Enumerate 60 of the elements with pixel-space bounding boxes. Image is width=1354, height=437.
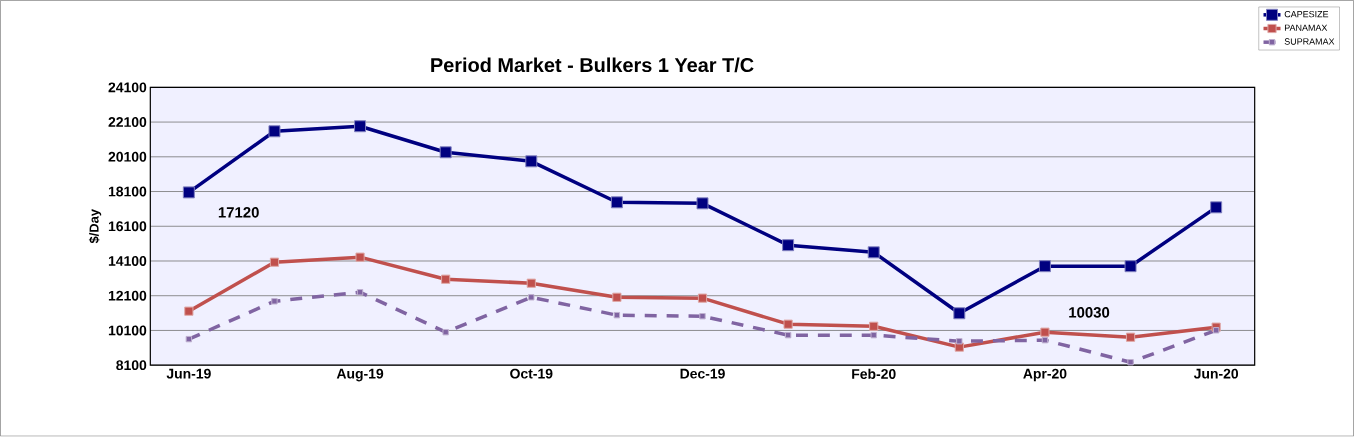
point xyxy=(1210,201,1223,214)
x-tick-label: Oct-19 xyxy=(510,368,553,379)
point xyxy=(1040,327,1050,338)
y-axis-title: $/Day xyxy=(88,209,102,244)
point xyxy=(526,278,536,289)
point xyxy=(1212,327,1220,334)
point xyxy=(696,197,709,210)
point xyxy=(1125,332,1136,343)
x-tick-label: Feb-20 xyxy=(852,368,896,380)
point xyxy=(442,329,449,336)
y-tick-label: 12100 xyxy=(108,291,147,301)
point xyxy=(1041,337,1049,344)
point xyxy=(1038,260,1051,273)
point xyxy=(612,292,622,303)
point xyxy=(439,146,452,159)
y-tick-label: 10100 xyxy=(108,325,147,336)
annotation: 10030 xyxy=(1069,307,1110,318)
point xyxy=(956,338,963,345)
point xyxy=(184,306,194,316)
point xyxy=(528,294,535,301)
point xyxy=(269,257,280,268)
point xyxy=(784,332,792,339)
annotation: 17120 xyxy=(218,207,259,218)
point xyxy=(271,298,278,305)
x-tick-label: Jun-20 xyxy=(1193,368,1239,379)
y-tick-label: 20100 xyxy=(108,152,147,162)
point xyxy=(783,319,793,330)
point xyxy=(1124,260,1137,273)
point xyxy=(268,125,281,138)
x-tick-label: Apr-20 xyxy=(1023,368,1067,382)
point xyxy=(870,332,877,339)
x-tick-label: Aug-19 xyxy=(336,368,384,382)
point xyxy=(782,239,795,252)
point xyxy=(1127,359,1134,366)
point xyxy=(699,313,706,320)
legend-label: PANAMAX xyxy=(1284,24,1328,32)
point xyxy=(185,336,193,343)
y-tick-label: 24100 xyxy=(108,82,147,93)
chart-title: Period Market - Bulkers 1 Year T/C xyxy=(431,57,754,73)
point xyxy=(182,186,195,199)
point xyxy=(953,307,966,320)
point xyxy=(354,120,367,133)
x-tick-label: Dec-19 xyxy=(680,368,725,379)
y-tick-label: 16100 xyxy=(108,221,147,232)
legend-label: CAPESIZE xyxy=(1284,11,1329,18)
point xyxy=(610,196,623,209)
point xyxy=(441,274,451,285)
y-tick-label: 22100 xyxy=(108,117,147,128)
point xyxy=(697,293,708,303)
point xyxy=(869,321,879,332)
y-tick-label: 14100 xyxy=(108,256,147,267)
point xyxy=(613,312,621,319)
x-tick-label: Jun-19 xyxy=(166,368,211,379)
y-tick-label: 8100 xyxy=(116,360,147,371)
legend-label: SUPRAMAX xyxy=(1284,38,1335,45)
point xyxy=(867,246,880,259)
y-tick-label: 18100 xyxy=(108,186,147,197)
point xyxy=(355,252,365,262)
point xyxy=(525,155,538,168)
point xyxy=(356,289,364,296)
